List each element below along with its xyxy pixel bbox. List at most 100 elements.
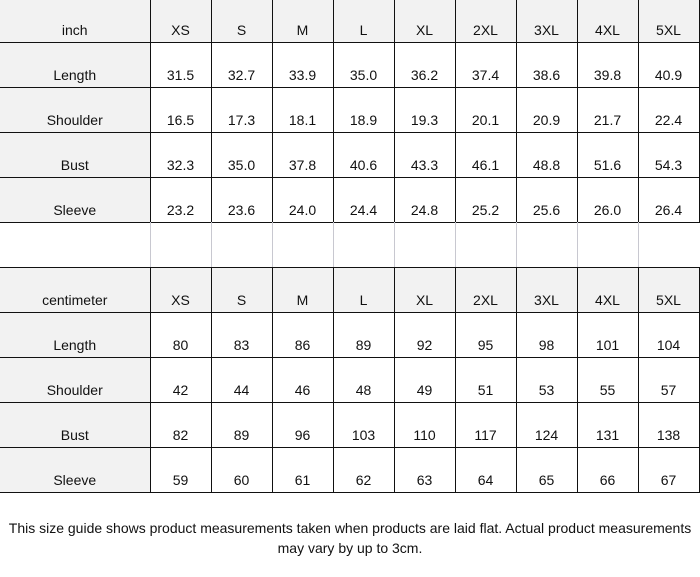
measurement-value: 86 [271, 312, 334, 358]
size-header: 4XL [576, 267, 639, 313]
measurement-value: 24.4 [332, 176, 395, 223]
measurement-value: 26.4 [637, 176, 700, 223]
measurement-value: 16.5 [149, 86, 212, 133]
table-row: Shoulder 16.5 17.3 18.1 18.9 19.3 20.1 20.9 21.7… [0, 86, 700, 133]
size-header: 2XL [454, 267, 517, 313]
measurement-label: Sleeve [0, 447, 151, 493]
measurement-value: 95 [454, 312, 517, 358]
measurement-value: 48 [332, 357, 395, 403]
measurement-value: 32.3 [149, 131, 212, 178]
header-row: centimeter XS S M L XL 2XL 3XL 4XL 5XL [0, 267, 700, 313]
measurement-value: 98 [515, 312, 578, 358]
size-header: L [332, 0, 395, 43]
measurement-value: 31.5 [149, 41, 212, 88]
measurement-value: 96 [271, 402, 334, 448]
measurement-value: 83 [210, 312, 273, 358]
measurement-value: 110 [393, 402, 456, 448]
measurement-label: Shoulder [0, 86, 151, 133]
table-row: Sleeve 59 60 61 62 63 64 65 66 67 [0, 447, 700, 493]
measurement-label: Bust [0, 131, 151, 178]
measurement-label: Length [0, 41, 151, 88]
measurement-value: 35.0 [210, 131, 273, 178]
measurement-value: 57 [637, 357, 700, 403]
measurement-value: 55 [576, 357, 639, 403]
measurement-value: 24.0 [271, 176, 334, 223]
size-header: 2XL [454, 0, 517, 43]
measurement-label: Sleeve [0, 176, 151, 223]
size-header: L [332, 267, 395, 313]
measurement-value: 53 [515, 357, 578, 403]
table-row: Length 31.5 32.7 33.9 35.0 36.2 37.4 38.6 39.8 40… [0, 41, 700, 88]
measurement-value: 22.4 [637, 86, 700, 133]
table-row: Length 80 83 86 89 92 95 98 101 104 [0, 312, 700, 358]
measurement-value: 36.2 [393, 41, 456, 88]
measurement-value: 40.6 [332, 131, 395, 178]
measurement-value: 39.8 [576, 41, 639, 88]
table-row: Bust 32.3 35.0 37.8 40.6 43.3 46.1 48.8 51.6 54.3 [0, 131, 700, 178]
grid-line [394, 222, 395, 267]
measurement-value: 124 [515, 402, 578, 448]
inch-size-table: inch XS S M L XL 2XL 3XL 4XL 5XL Length 31.5 32.7 33.… [0, 0, 700, 223]
size-header: S [210, 0, 273, 43]
grid-line [455, 222, 456, 267]
measurement-value: 82 [149, 402, 212, 448]
measurement-value: 80 [149, 312, 212, 358]
measurement-value: 37.4 [454, 41, 517, 88]
measurement-value: 20.9 [515, 86, 578, 133]
measurement-value: 24.8 [393, 176, 456, 223]
measurement-value: 25.2 [454, 176, 517, 223]
size-guide-note: This size guide shows product measuremen… [8, 520, 692, 556]
measurement-value: 48.8 [515, 131, 578, 178]
measurement-value: 18.9 [332, 86, 395, 133]
size-header: XL [393, 267, 456, 313]
size-header: M [271, 267, 334, 313]
measurement-value: 66 [576, 447, 639, 493]
measurement-value: 40.9 [637, 41, 700, 88]
size-header: 4XL [576, 0, 639, 43]
grid-line [150, 222, 151, 267]
size-header: XL [393, 0, 456, 43]
table-row: Shoulder 42 44 46 48 49 51 53 55 57 [0, 357, 700, 403]
measurement-value: 59 [149, 447, 212, 493]
measurement-value: 33.9 [271, 41, 334, 88]
measurement-value: 54.3 [637, 131, 700, 178]
measurement-value: 43.3 [393, 131, 456, 178]
measurement-label: Shoulder [0, 357, 151, 403]
size-header: 5XL [637, 267, 700, 313]
size-header: XS [149, 0, 212, 43]
grid-line [272, 222, 273, 267]
measurement-value: 51.6 [576, 131, 639, 178]
grid-line [577, 222, 578, 267]
measurement-value: 46 [271, 357, 334, 403]
measurement-value: 37.8 [271, 131, 334, 178]
measurement-value: 32.7 [210, 41, 273, 88]
measurement-value: 138 [637, 402, 700, 448]
measurement-value: 63 [393, 447, 456, 493]
centimeter-size-table: centimeter XS S M L XL 2XL 3XL 4XL 5XL Length 80 83 8… [0, 267, 700, 493]
size-header: 3XL [515, 267, 578, 313]
measurement-value: 18.1 [271, 86, 334, 133]
header-row: inch XS S M L XL 2XL 3XL 4XL 5XL [0, 0, 700, 43]
measurement-value: 131 [576, 402, 639, 448]
measurement-value: 60 [210, 447, 273, 493]
measurement-value: 46.1 [454, 131, 517, 178]
measurement-value: 61 [271, 447, 334, 493]
measurement-value: 26.0 [576, 176, 639, 223]
measurement-value: 49 [393, 357, 456, 403]
measurement-value: 44 [210, 357, 273, 403]
grid-line [333, 222, 334, 267]
unit-label: centimeter [0, 267, 151, 313]
size-header: 3XL [515, 0, 578, 43]
measurement-value: 20.1 [454, 86, 517, 133]
measurement-value: 117 [454, 402, 517, 448]
measurement-value: 23.2 [149, 176, 212, 223]
measurement-value: 35.0 [332, 41, 395, 88]
measurement-value: 101 [576, 312, 639, 358]
measurement-value: 17.3 [210, 86, 273, 133]
measurement-value: 25.6 [515, 176, 578, 223]
grid-line [516, 222, 517, 267]
measurement-value: 64 [454, 447, 517, 493]
grid-line [638, 222, 639, 267]
grid-line [211, 222, 212, 267]
